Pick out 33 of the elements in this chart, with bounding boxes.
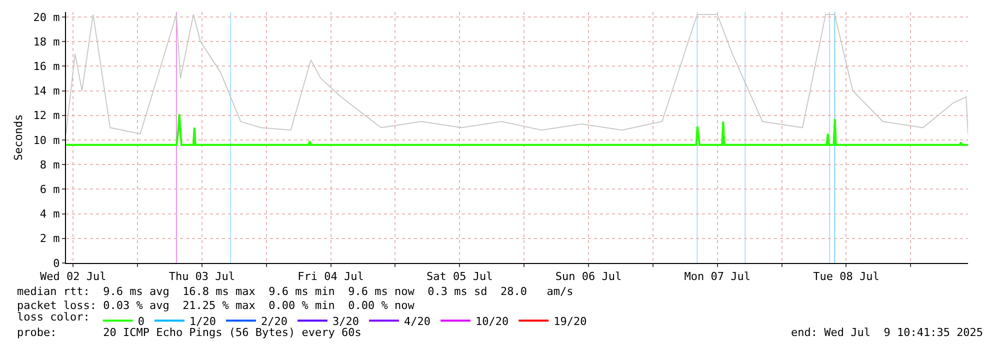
y-tick-label: 18 m bbox=[33, 35, 60, 48]
text: end: Wed Jul 9 10:41:35 2025 bbox=[791, 326, 984, 339]
text: median rtt: 9.6 ms avg 16.8 ms max 9.6 ms min 9.6 ms now 0.3 ms sd 28.0 am/s bbox=[17, 285, 574, 298]
line-series bbox=[66, 113, 968, 146]
x-tick-label: Mon 07 Jul bbox=[684, 270, 750, 284]
y-tick-label: 8 m bbox=[40, 158, 60, 172]
legend-label: 19/20 bbox=[554, 314, 587, 328]
x-tick-label: Wed 02 Jul bbox=[40, 270, 106, 284]
line-series bbox=[66, 14, 968, 134]
legend-label: 0 bbox=[138, 314, 144, 328]
y-tick-label: 16 m bbox=[33, 60, 60, 73]
legend-label: 4/20 bbox=[404, 314, 430, 328]
legend-label: 3/20 bbox=[332, 314, 359, 328]
y-tick-label: 12 m bbox=[33, 109, 60, 122]
y-tick-label: 10 m bbox=[33, 134, 60, 147]
y-tick-label: 0 bbox=[53, 256, 60, 270]
legend-label: 1/20 bbox=[189, 314, 216, 328]
legend-label: 10/20 bbox=[475, 314, 509, 328]
y-tick-label: 20 m bbox=[33, 10, 60, 24]
x-tick-label: Tue 08 Jul bbox=[813, 270, 880, 284]
legend-title: loss color: bbox=[17, 310, 90, 324]
y-tick-label: 14 m bbox=[33, 84, 60, 98]
y-axis-title: Seconds bbox=[12, 114, 25, 161]
x-tick-label: Fri 04 Jul bbox=[298, 270, 364, 284]
x-tick-label: Sat 05 Jul bbox=[426, 270, 493, 284]
y-tick-label: 6 m bbox=[40, 183, 60, 196]
y-tick-label: 4 m bbox=[40, 208, 60, 221]
legend-label: 2/20 bbox=[260, 314, 288, 328]
x-tick-label: Sun 06 Jul bbox=[555, 270, 622, 284]
text: probe: 20 ICMP Echo Pings (56 Bytes) every 60s bbox=[17, 326, 362, 339]
y-tick-label: 2 m bbox=[40, 232, 60, 246]
x-tick-label: Thu 03 Jul bbox=[168, 270, 236, 284]
text: packet loss: 0.03 % avg 21.25 % max 0.00 % min 0.00 % now bbox=[17, 299, 415, 312]
